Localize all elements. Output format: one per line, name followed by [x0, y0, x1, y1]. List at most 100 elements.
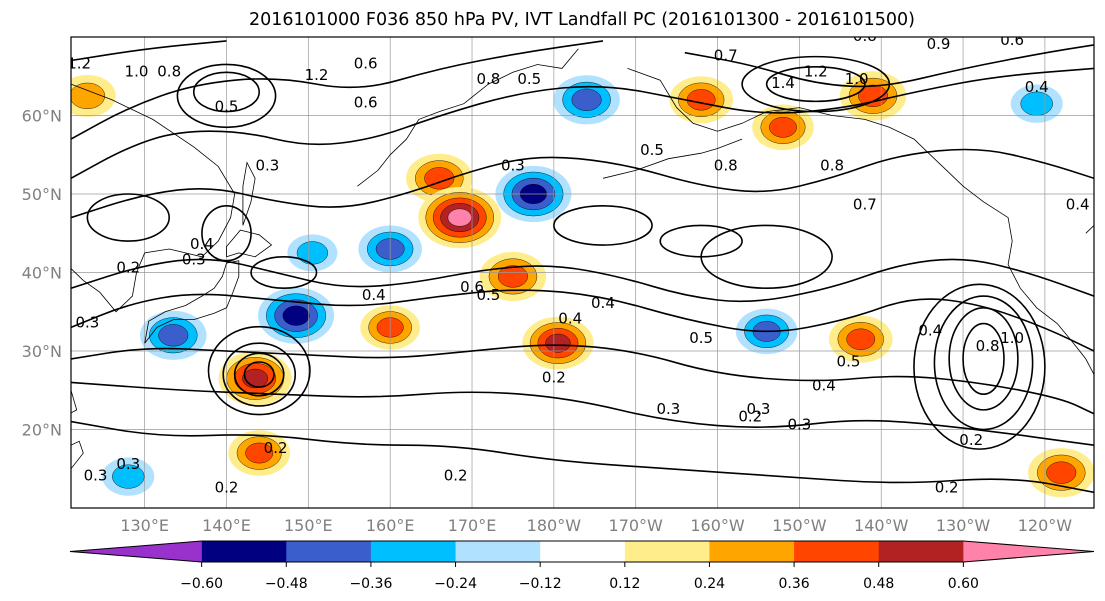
pv-contour-closed [201, 204, 252, 262]
longitude-tick-label: 160°W [690, 516, 745, 535]
map-frame [70, 36, 1095, 509]
latitude-tick-label: 20°N [22, 421, 62, 440]
contour-label: 0.3 [116, 455, 140, 473]
pv-contour-closed [207, 325, 311, 416]
pv-contour-closed [933, 295, 1034, 431]
longitude-tick-label: 180°W [527, 516, 582, 535]
contour-label: 0.2 [959, 431, 983, 449]
contour-label: 0.2 [444, 467, 468, 485]
coastline [242, 161, 256, 226]
contour-label: 0.3 [501, 156, 525, 174]
coastline [144, 260, 240, 344]
colorbar-tick-label: −0.12 [519, 576, 562, 592]
contour-label: 0.6 [460, 278, 484, 296]
contour-label: 1.0 [845, 70, 869, 88]
contour-label: 0.7 [853, 196, 877, 214]
anomaly-blob [102, 457, 155, 496]
longitude-tick-label: 170°W [609, 516, 664, 535]
contour-label: 0.8 [476, 70, 500, 88]
longitude-tick-label: 170°E [448, 516, 497, 535]
anomaly-blob [228, 430, 291, 476]
contour-label: 1.4 [771, 74, 795, 92]
colorbar-extend-min [70, 541, 202, 562]
longitude-tick-label: 150°W [772, 516, 827, 535]
longitude-tick-label: 150°E [284, 516, 333, 535]
colorbar-tick-label: −0.24 [434, 576, 477, 592]
anomaly-level [846, 328, 876, 350]
colorbar-tick-label: −0.48 [265, 576, 308, 592]
pv-contour-closed [222, 342, 297, 407]
latitude-tick-label: 60°N [22, 107, 62, 126]
pv-contour-line [71, 40, 227, 62]
colorbar-bin [794, 541, 880, 562]
contour-label: 0.3 [787, 416, 811, 434]
contour-label: 0.4 [1025, 78, 1049, 96]
anomaly-level [858, 84, 889, 107]
contour-label: 0.2 [738, 408, 762, 426]
latitude-tick-label: 50°N [22, 185, 62, 204]
contour-label: 0.2 [542, 368, 566, 386]
pv-contour-closed [176, 63, 277, 129]
latitude-tick-labels: 60°N 50°N 40°N 30°N 20°N [22, 107, 62, 440]
anomaly-level [71, 82, 106, 109]
pv-contour-line [71, 381, 1094, 446]
colorbar-tick-label: −0.36 [349, 576, 392, 592]
pv-contour-line [71, 289, 1094, 352]
contour-label: 0.2 [116, 259, 140, 277]
coastline [71, 390, 78, 414]
colorbar-tick-label: 0.36 [779, 576, 810, 592]
anomaly-blob [1028, 448, 1094, 498]
latitude-tick-label: 40°N [22, 264, 62, 283]
contour-label: 0.5 [689, 329, 713, 347]
colorbar-tick-label: 0.12 [609, 576, 640, 592]
anomaly-level [686, 89, 716, 111]
contour-label: 0.4 [918, 321, 942, 339]
pv-contour-closed [192, 71, 261, 113]
coastline [602, 138, 743, 179]
longitude-tick-label: 120°W [1018, 516, 1073, 535]
pv-contour-closed [765, 66, 866, 103]
coastline [627, 68, 1094, 375]
anomaly-blob [553, 75, 620, 125]
anomaly-level [158, 324, 189, 347]
anomaly-level [282, 305, 310, 326]
contour-label: 0.3 [84, 467, 108, 485]
coastline [1085, 225, 1094, 234]
anomaly-blob [218, 351, 292, 406]
contour-label: 0.9 [927, 35, 951, 53]
anomaly-blob [71, 74, 116, 117]
contour-label: 1.2 [67, 54, 91, 72]
contour-label: 0.8 [714, 156, 738, 174]
pv-contours [71, 40, 1094, 494]
longitude-tick-label: 130°E [120, 516, 169, 535]
colorbar-tick-label: 0.24 [694, 576, 725, 592]
colorbar-bin [540, 541, 626, 562]
contour-label: 1.0 [125, 62, 149, 80]
pv-contour-line [71, 344, 1094, 415]
anomaly-blob [418, 186, 502, 249]
anomaly-level [769, 116, 797, 138]
anomaly-level [571, 88, 602, 111]
anomaly-level [447, 208, 472, 227]
contour-label: 1.2 [804, 62, 828, 80]
contour-label: 0.2 [935, 478, 959, 496]
pv-contour-closed [741, 55, 891, 113]
contour-label: 0.5 [476, 286, 500, 304]
pv-contour-closed [243, 361, 275, 388]
contour-label: 0.5 [517, 70, 541, 88]
contour-label: 0.3 [182, 251, 206, 269]
anomaly-level [296, 241, 329, 265]
contour-label: 0.5 [837, 353, 861, 371]
contour-label: 0.2 [215, 478, 239, 496]
map-area: 1.2 1.0 0.8 1.20.60.50.30.40.30.30.20.40.30… [67, 35, 1094, 508]
chart-title: 2016101000 F036 850 hPa PV, IVT Landfall… [249, 10, 915, 30]
contour-label: 0.7 [714, 47, 738, 65]
anomaly-level [112, 464, 145, 489]
pv-contour-closed [913, 283, 1046, 450]
anomaly-level [1046, 461, 1077, 484]
contour-label: 0.4 [362, 286, 386, 304]
anomaly-blob [522, 316, 594, 370]
anomaly-level [424, 167, 455, 190]
contour-label: 1.0 [1000, 329, 1024, 347]
